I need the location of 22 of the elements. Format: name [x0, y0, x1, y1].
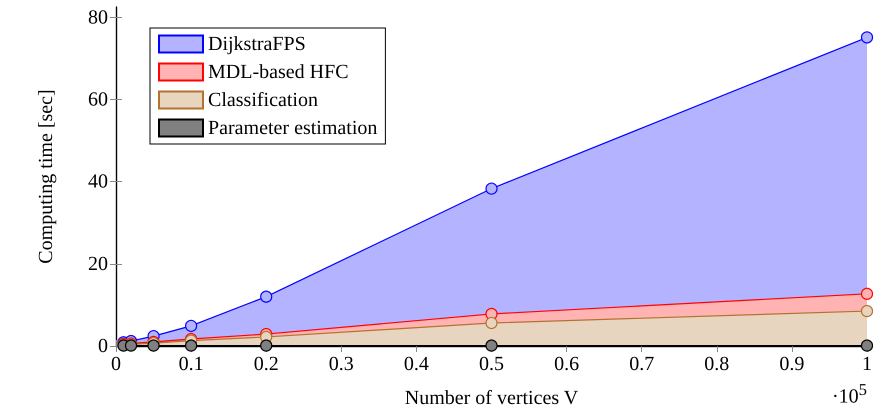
x-tick-label: 0.4 — [404, 353, 429, 375]
x-tick-label: 0.8 — [704, 353, 730, 375]
y-tick-label: 60 — [88, 88, 108, 110]
legend-label: Parameter estimation — [208, 117, 378, 139]
x-tick-label: 0.2 — [254, 353, 279, 375]
legend-label: MDL-based HFC — [208, 61, 349, 83]
y-tick-label: 40 — [88, 170, 108, 193]
y-axis-title: Computing time [sec] — [35, 89, 57, 264]
x-tick-label: 0.9 — [779, 353, 804, 375]
x-axis-title: Number of vertices V — [404, 387, 579, 409]
x-tick-label: 1 — [862, 353, 872, 375]
legend-label: Classification — [208, 89, 318, 111]
x-tick-label: 0.3 — [328, 353, 354, 375]
x-tick-label: 0.5 — [479, 353, 504, 375]
x-tick-label: 0.6 — [554, 353, 580, 375]
text: ·10$^{5}$ — [832, 380, 867, 409]
y-tick-label: 20 — [88, 252, 108, 275]
x-tick-label: 0.7 — [629, 353, 654, 375]
y-tick-label: 80 — [88, 6, 108, 28]
legend-label: DijkstraFPS — [208, 33, 306, 55]
y-tick-label: 0 — [98, 335, 108, 357]
x-tick-label: 0.1 — [178, 353, 204, 375]
